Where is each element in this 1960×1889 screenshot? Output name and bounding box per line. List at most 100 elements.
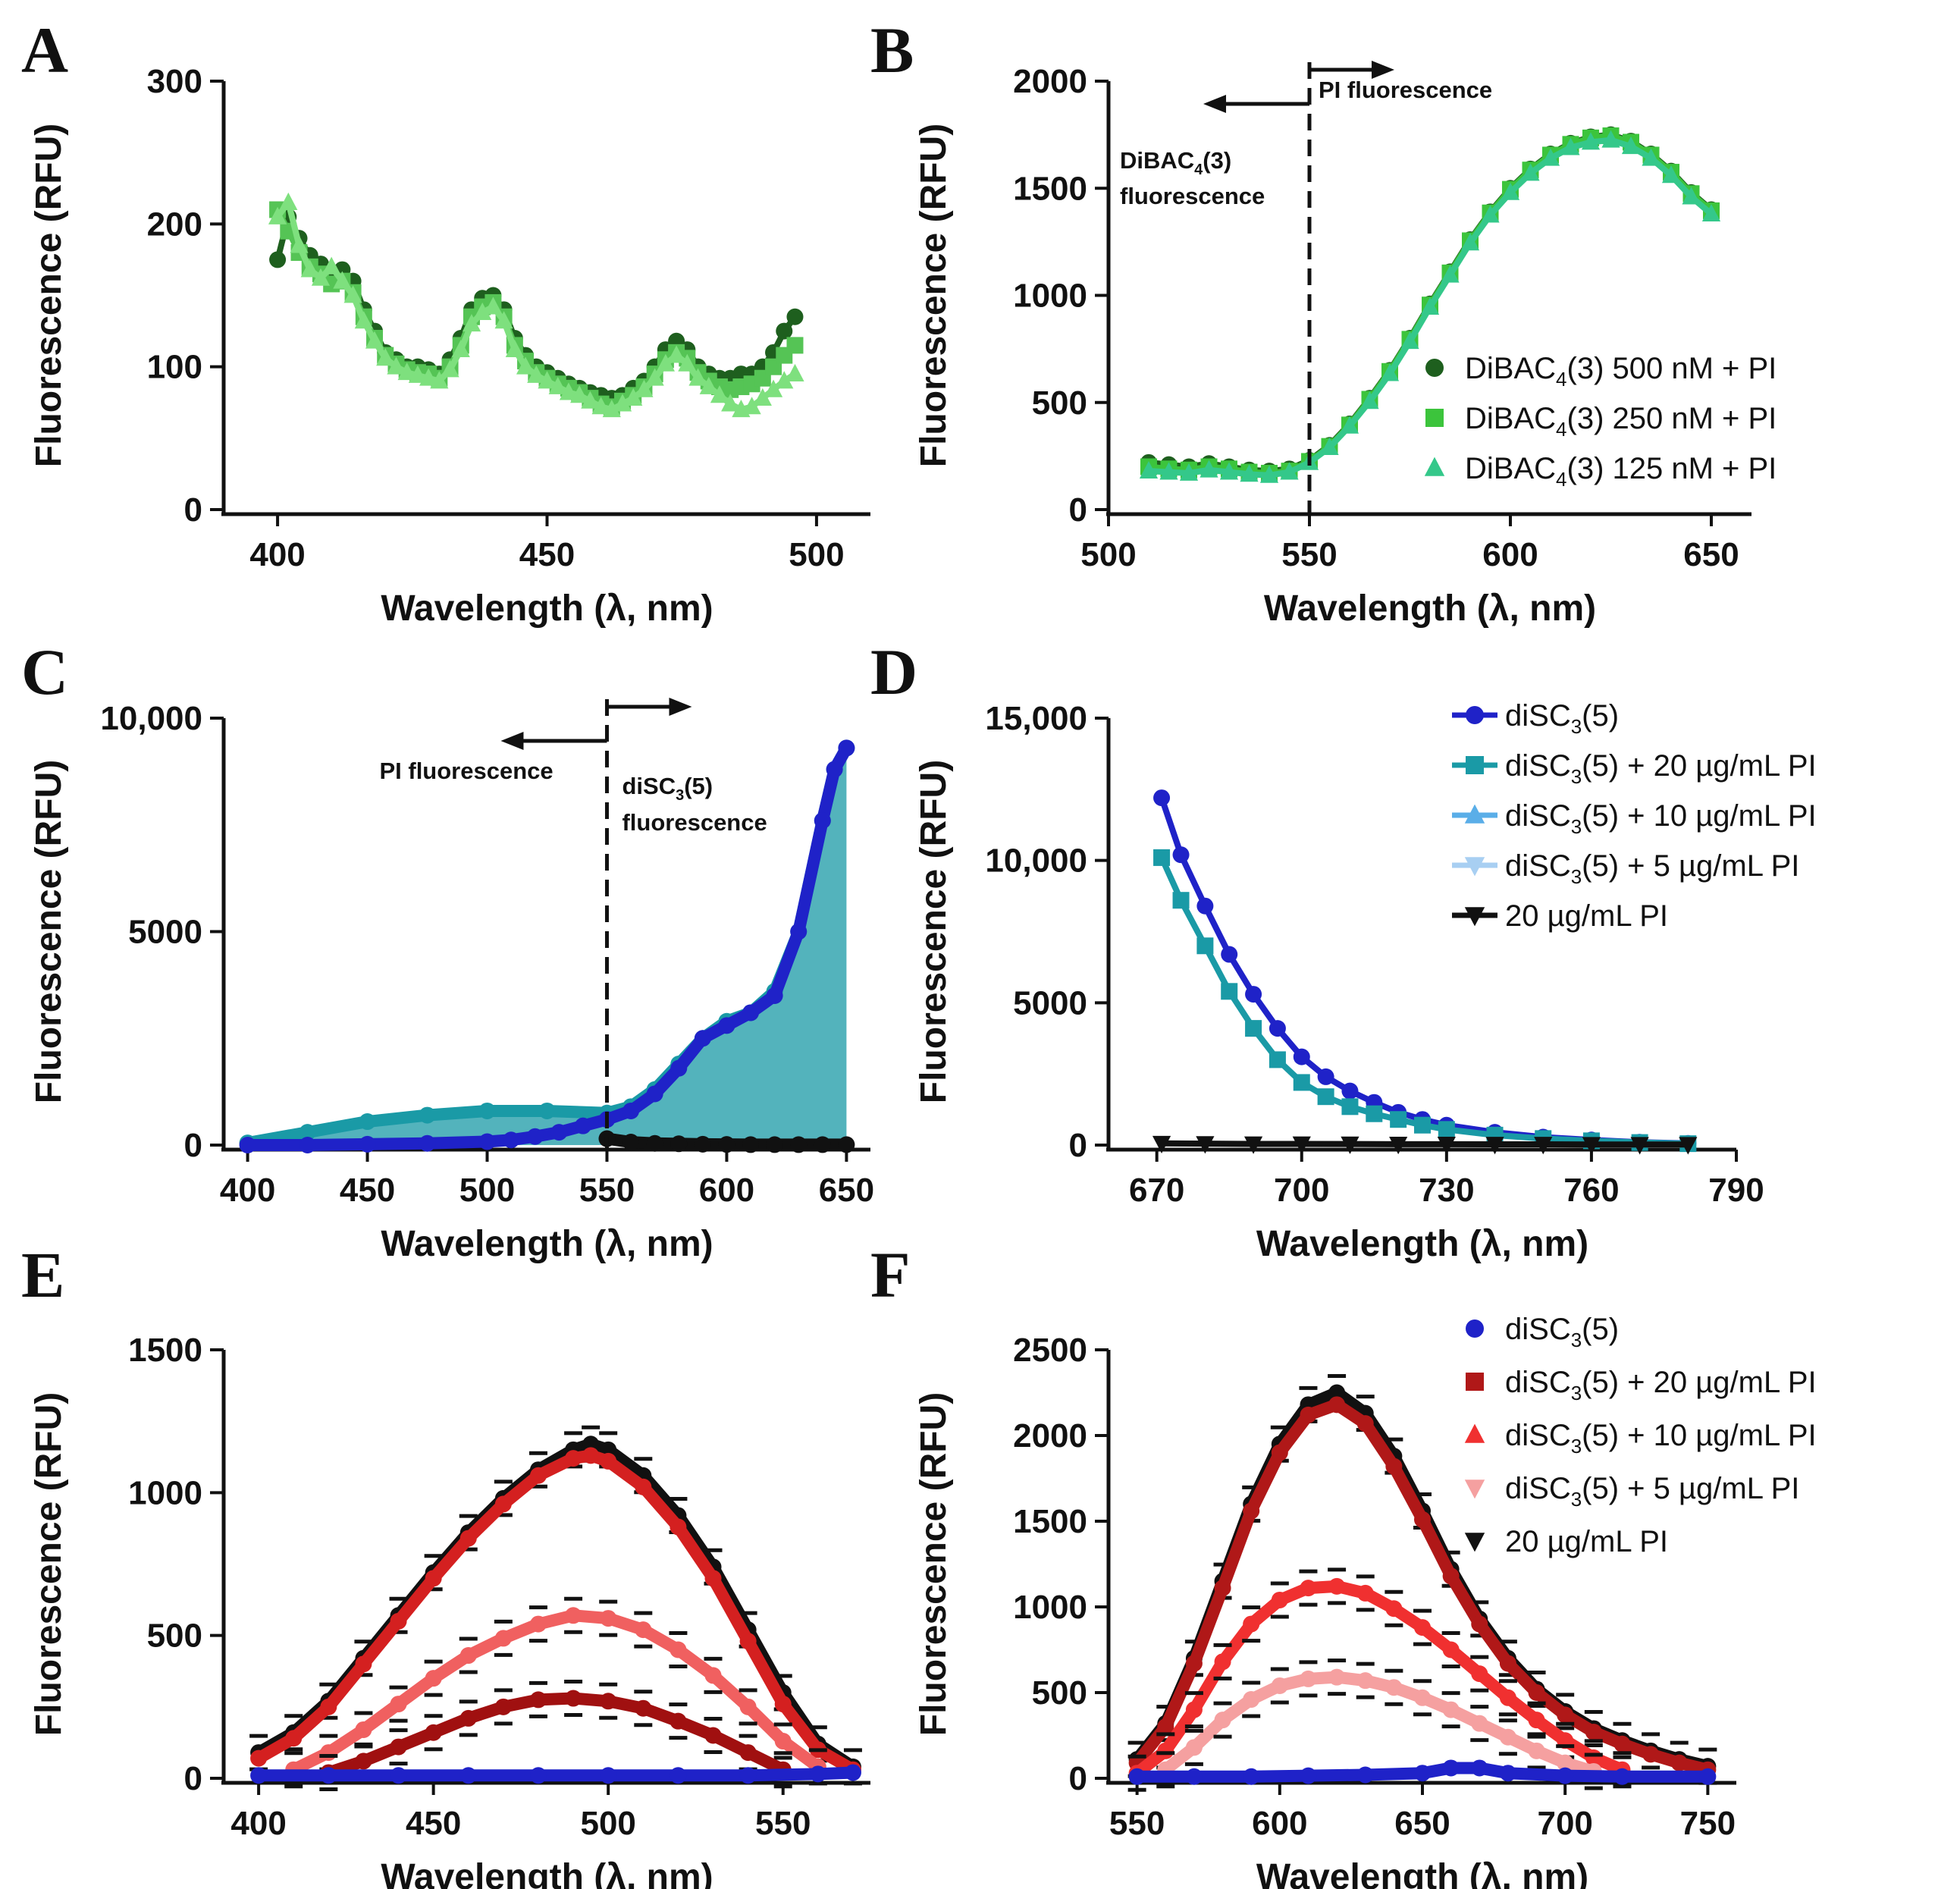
data-point — [624, 388, 643, 406]
data-point — [1356, 1415, 1374, 1432]
data-point — [1200, 460, 1218, 478]
data-point — [1380, 363, 1400, 381]
data-point — [1499, 1765, 1516, 1782]
data-point — [1601, 130, 1620, 148]
x-tick-label: 760 — [1563, 1172, 1619, 1209]
data-point — [462, 313, 481, 332]
series-diSC3(5) + 5 µg/mL PI — [1156, 1658, 1603, 1790]
x-tick-label: 450 — [406, 1805, 461, 1842]
data-point — [285, 1730, 303, 1747]
data-point — [451, 339, 470, 357]
data-point — [670, 1712, 687, 1730]
data-point — [1269, 1051, 1286, 1068]
data-point — [645, 368, 664, 386]
data-point — [494, 311, 513, 329]
data-point — [1341, 1136, 1359, 1154]
data-point — [565, 1690, 582, 1707]
series-diSC3(5) — [250, 1764, 861, 1784]
data-point — [742, 1136, 760, 1153]
x-tick-label: 650 — [819, 1172, 874, 1209]
data-point — [559, 382, 579, 400]
legend-label: DiBAC4(3) 500 nM + PI — [1465, 352, 1777, 391]
panel-label-C: C — [21, 635, 68, 708]
legend-marker — [1466, 706, 1484, 724]
data-point — [742, 1004, 760, 1021]
x-tick-label: 650 — [1394, 1805, 1450, 1842]
data-point — [1390, 1111, 1407, 1128]
y-tick-label: 100 — [147, 349, 202, 386]
data-point — [790, 923, 808, 940]
data-point — [311, 268, 331, 286]
data-point — [1153, 849, 1171, 866]
data-point — [1701, 203, 1721, 222]
data-point — [1328, 1577, 1346, 1595]
y-tick-label: 0 — [184, 491, 202, 529]
data-point — [786, 308, 804, 325]
data-point — [1438, 1121, 1455, 1138]
legend-label-base: diSC — [1505, 1366, 1571, 1399]
data-point — [1642, 1746, 1660, 1763]
right-arrow-head — [669, 698, 692, 716]
data-point — [1679, 1137, 1698, 1155]
legend-marker — [1425, 409, 1444, 427]
data-point — [299, 1137, 316, 1153]
y-tick-label: 500 — [1032, 1674, 1087, 1712]
data-point — [1172, 846, 1190, 864]
y-tick-label: 15,000 — [985, 700, 1087, 737]
legend-marker — [1464, 1423, 1485, 1443]
data-point — [1557, 1754, 1574, 1771]
data-point — [1441, 265, 1460, 283]
data-point — [397, 362, 416, 381]
legend-label-rest: (5) — [1582, 699, 1619, 733]
data-point — [250, 1749, 268, 1767]
legend-entry: diSC3(5) — [1452, 699, 1619, 738]
data-point — [478, 1102, 496, 1119]
data-point — [786, 337, 804, 354]
legend-marker — [1464, 857, 1485, 877]
data-point — [774, 1733, 792, 1750]
data-point — [613, 394, 632, 412]
y-axis-label: Fluorescence (RFU) — [29, 124, 69, 467]
data-point — [1621, 136, 1641, 155]
data-point — [1269, 1020, 1286, 1037]
legend-label-base: diSC — [1505, 799, 1571, 833]
data-point — [1240, 464, 1259, 482]
data-point — [718, 1017, 735, 1034]
panel-D: D 670 700 730 760 790 0 5000 10,000 15,000 Wavelen… — [870, 635, 1817, 1264]
legend-entry: diSC3(5) + 10 µg/mL PI — [1452, 799, 1817, 838]
x-axis-label: Wavelength (λ, nm) — [1264, 588, 1596, 629]
annotation-dibac-base: DiBAC — [1120, 147, 1194, 174]
data-point — [1328, 1396, 1346, 1414]
data-point — [494, 1698, 512, 1715]
data-point — [826, 761, 843, 778]
legend-label: 20 µg/mL PI — [1505, 1525, 1668, 1558]
legend-label-sub: 4 — [1556, 468, 1566, 491]
x-tick-label: 450 — [519, 536, 575, 573]
data-point — [600, 1693, 617, 1710]
panel-F: F 550 600 650 700 750 0 500 1000 1500 2000 2500 Wave… — [870, 1238, 1817, 1889]
data-point — [529, 1767, 547, 1784]
legend-label-rest: (5) + 20 µg/mL PI — [1582, 749, 1816, 783]
legend-entry: diSC3(5) + 5 µg/mL PI — [1452, 849, 1799, 888]
data-point — [473, 302, 492, 320]
y-tick-label: 2000 — [1013, 63, 1087, 100]
data-point — [739, 1744, 757, 1762]
data-point — [505, 339, 524, 357]
legend-label: DiBAC4(3) 250 nM + PI — [1465, 402, 1777, 441]
series-diSC3(5) + 10 µg/mL PI — [284, 1596, 827, 1789]
legend-label-sub: 3 — [1571, 1382, 1582, 1404]
data-point — [582, 1447, 600, 1464]
data-point — [1481, 205, 1500, 223]
data-point — [1185, 1768, 1203, 1785]
data-point — [1642, 148, 1661, 166]
data-point — [1271, 1444, 1288, 1461]
data-point — [1670, 1754, 1688, 1771]
data-point — [320, 1767, 337, 1784]
x-axis-label: Wavelength (λ, nm) — [381, 1857, 713, 1889]
legend-label: diSC3(5) + 20 µg/mL PI — [1505, 749, 1817, 788]
data-point — [1179, 463, 1199, 481]
series-20 µg/mL PI — [598, 1130, 855, 1153]
data-point — [1243, 1615, 1260, 1633]
data-point — [838, 1136, 855, 1153]
data-point — [1420, 297, 1440, 315]
